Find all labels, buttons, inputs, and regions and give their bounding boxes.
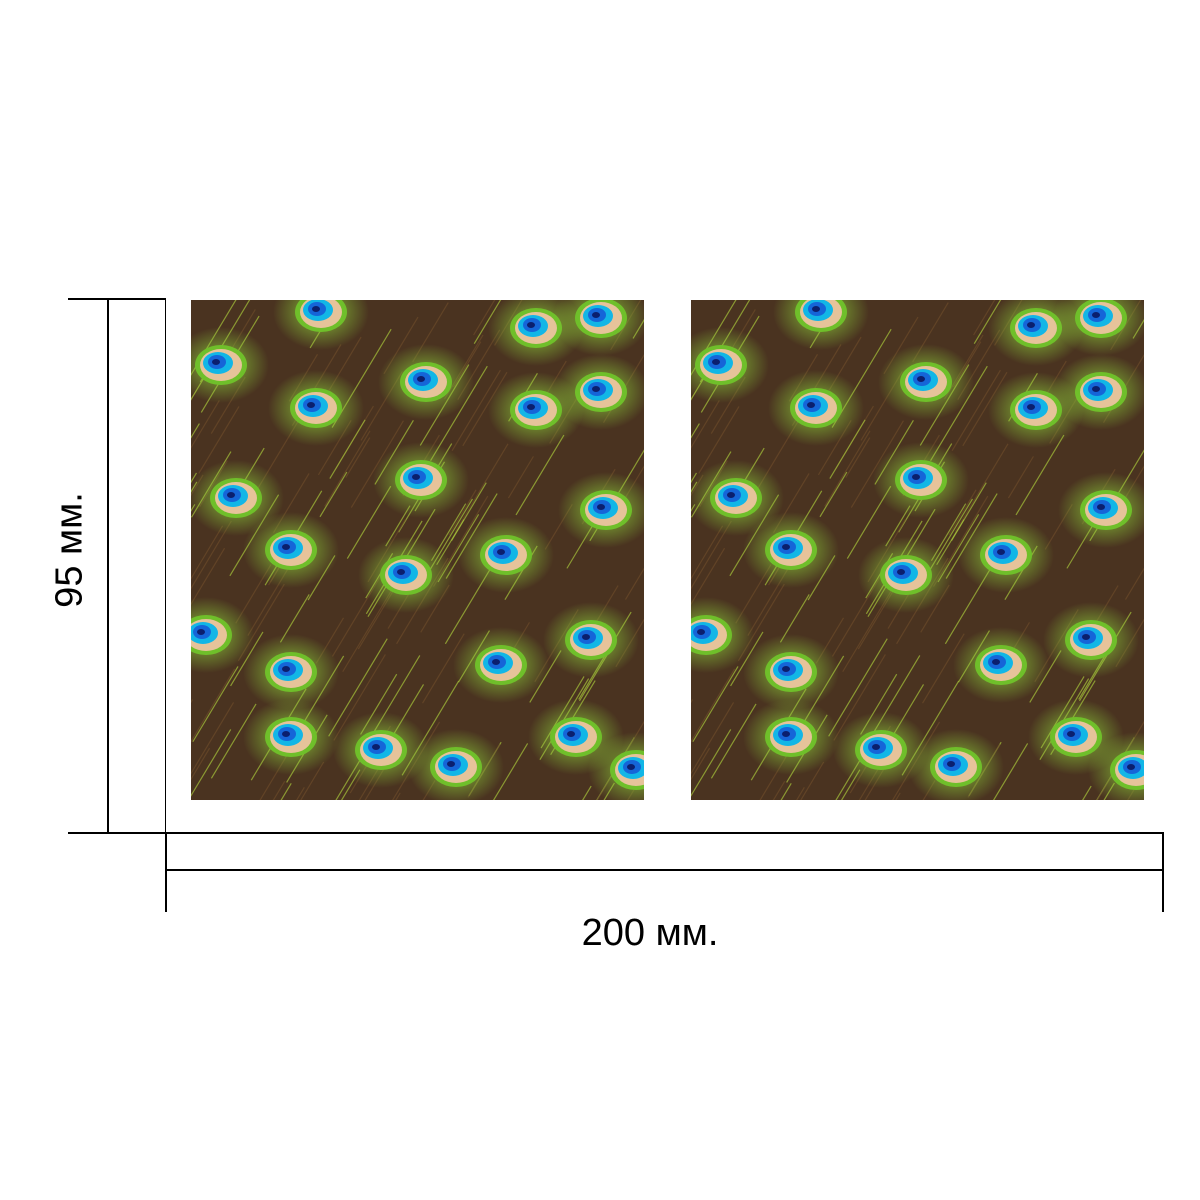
feather-eye — [773, 300, 869, 350]
feather-eye — [1088, 732, 1144, 800]
feather-eye — [873, 442, 969, 518]
feather-eye — [588, 732, 644, 800]
peacock-feather-pattern-left — [191, 300, 644, 800]
feather-eye — [768, 370, 864, 446]
feather-eye — [988, 372, 1084, 448]
feather-eye — [953, 627, 1049, 703]
right-panel-image — [691, 300, 1144, 800]
feather-eye — [408, 729, 504, 800]
height-dimension-bottom-tick — [68, 832, 166, 834]
feather-eye — [458, 517, 554, 593]
feather-eye — [958, 517, 1054, 593]
height-dimension-top-tick — [68, 298, 166, 300]
feather-eye — [833, 712, 929, 788]
width-label: 200 мм. — [581, 912, 719, 954]
feather-eye — [691, 327, 769, 403]
feather-eye — [908, 729, 1004, 800]
feather-eye — [691, 597, 754, 673]
feather-eye — [488, 372, 584, 448]
feather-eye — [268, 370, 364, 446]
feather-eye — [243, 634, 339, 710]
feather-eye — [358, 537, 454, 613]
left-panel-image — [191, 300, 644, 800]
width-dimension-right-tick — [1162, 832, 1164, 912]
feather-eye — [333, 712, 429, 788]
feather-eye — [691, 460, 784, 536]
height-dimension-line — [107, 298, 109, 834]
feather-eye — [558, 472, 644, 548]
feather-eye — [553, 354, 644, 430]
feather-eye — [243, 512, 339, 588]
feather-eye — [243, 699, 339, 775]
width-dimension-line — [165, 869, 1164, 871]
feather-eye — [1053, 300, 1144, 356]
feather-eye — [743, 634, 839, 710]
feather-eye — [878, 344, 974, 420]
height-dimension-edge-line — [165, 298, 166, 834]
feather-eye — [743, 512, 839, 588]
feather-eye — [453, 627, 549, 703]
feather-eye — [378, 344, 474, 420]
feather-eye — [191, 460, 284, 536]
feather-eye — [543, 602, 639, 678]
peacock-feather-pattern-right — [691, 300, 1144, 800]
feather-eye — [858, 537, 954, 613]
feather-eye — [191, 597, 254, 673]
height-label: 95 мм. — [48, 492, 91, 608]
feather-eye — [373, 442, 469, 518]
feather-eye — [273, 300, 369, 350]
width-dimension-top-line — [165, 832, 1164, 834]
width-dimension-left-tick — [165, 832, 167, 912]
feather-eye — [743, 699, 839, 775]
feather-eye — [1058, 472, 1144, 548]
feather-eye — [191, 327, 269, 403]
feather-eye — [553, 300, 644, 356]
feather-eye — [1053, 354, 1144, 430]
feather-eye — [1043, 602, 1139, 678]
